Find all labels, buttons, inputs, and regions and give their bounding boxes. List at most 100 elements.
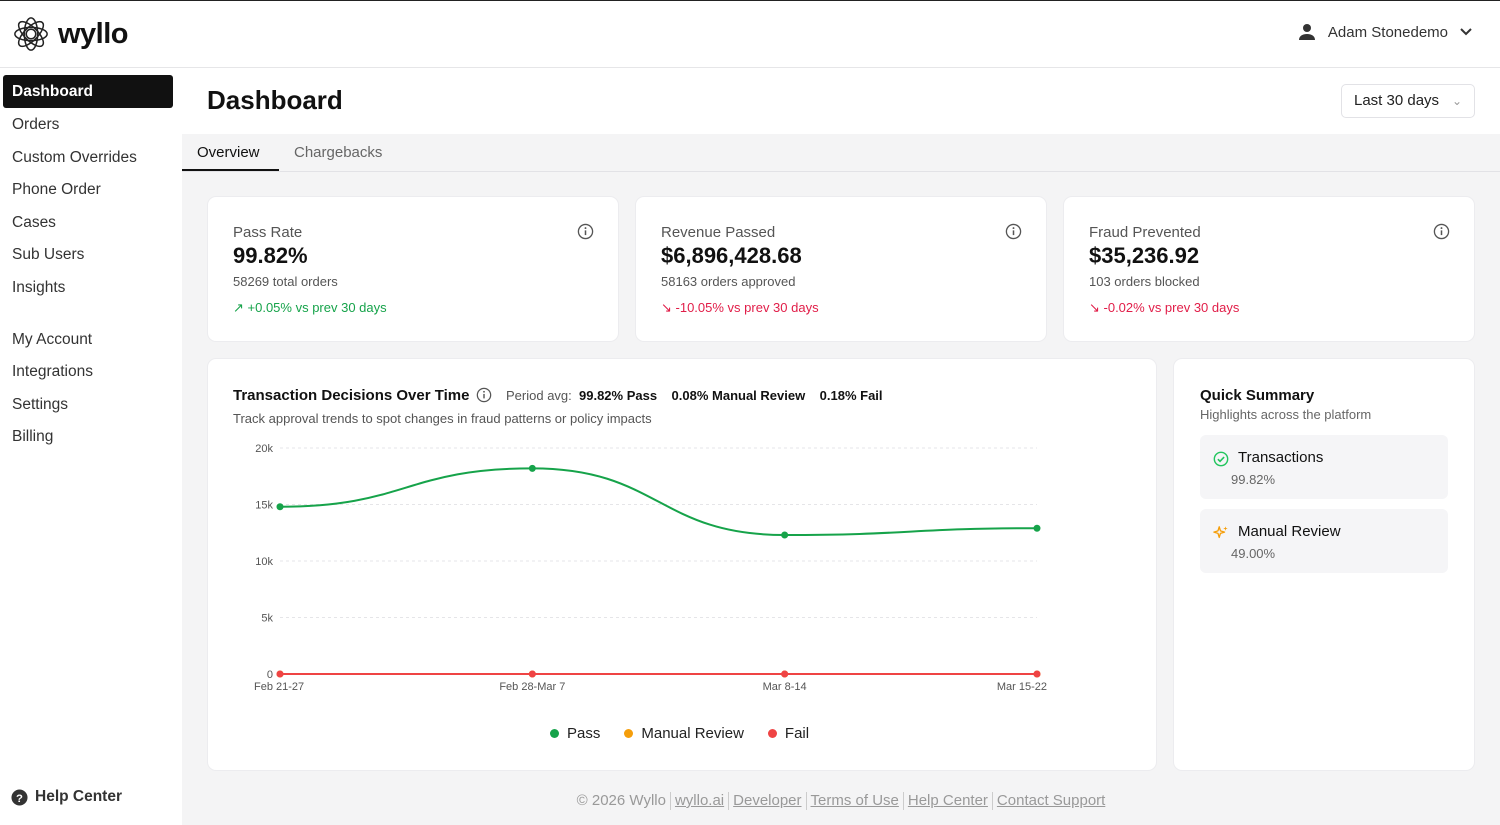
summary-item-value: 99.82% xyxy=(1231,472,1276,487)
legend-dot xyxy=(624,729,634,738)
x-tick-label: Mar 15-22 xyxy=(997,681,1047,693)
footer-divider xyxy=(728,792,730,811)
quick-summary-card: Quick Summary Highlights across the plat… xyxy=(1173,358,1475,771)
sidebar-item-my-account[interactable]: My Account xyxy=(12,331,93,348)
data-point xyxy=(528,670,536,678)
legend-label: Manual Review xyxy=(641,725,744,742)
tab-bar: Overview Chargebacks xyxy=(182,134,1500,172)
kpi-trend: ↗ +0.05% vs prev 30 days xyxy=(233,300,387,316)
data-point xyxy=(276,503,284,511)
kpi-value: $6,896,428.68 xyxy=(661,243,802,268)
trend-up-icon: ↗ xyxy=(233,300,248,315)
footer-link-developer[interactable]: Developer xyxy=(733,792,802,809)
kpi-card-revenue-passed: Revenue Passed $6,896,428.68 58163 order… xyxy=(635,196,1047,342)
footer-divider xyxy=(669,792,671,811)
footer-divider xyxy=(902,792,904,811)
tab-active-indicator xyxy=(182,169,279,171)
x-tick-label: Mar 8-14 xyxy=(763,681,807,693)
kpi-subtext: 58163 orders approved xyxy=(661,274,796,289)
page-title: Dashboard xyxy=(207,85,343,115)
chevron-down-icon: ⌄ xyxy=(1451,94,1462,108)
y-tick-label: 15k xyxy=(255,500,273,512)
kpi-label: Fraud Prevented xyxy=(1089,224,1201,241)
footer-link-terms[interactable]: Terms of Use xyxy=(810,792,899,809)
summary-item-manual-review[interactable]: Manual Review 49.00% xyxy=(1200,509,1448,573)
info-icon[interactable] xyxy=(476,387,492,403)
footer-copyright: © 2026 Wyllo xyxy=(576,792,666,809)
data-point xyxy=(781,531,789,539)
data-point xyxy=(1033,670,1041,678)
user-menu[interactable]: Adam Stonedemo xyxy=(1298,23,1472,41)
kpi-trend-text: -0.02% vs prev 30 days xyxy=(1103,300,1240,315)
sidebar-item-phone-order[interactable]: Phone Order xyxy=(12,181,101,198)
summary-item-transactions[interactable]: Transactions 99.82% xyxy=(1200,435,1448,499)
legend-item-fail[interactable]: Fail xyxy=(767,725,810,742)
period-manual-review: 0.08% Manual Review xyxy=(671,388,806,403)
period-label: Period avg: xyxy=(506,388,572,403)
kpi-subtext: 58269 total orders xyxy=(233,274,338,289)
footer: © 2026 Wyllo wyllo.ai Developer Terms of Us… xyxy=(182,792,1500,811)
info-icon[interactable] xyxy=(577,223,594,240)
y-tick-label: 10k xyxy=(255,556,273,568)
brand-name: wyllo xyxy=(58,17,129,50)
kpi-value: $35,236.92 xyxy=(1089,243,1200,268)
legend-dot xyxy=(767,729,777,738)
chart-legend: Pass Manual Review Fail xyxy=(550,725,809,742)
data-point xyxy=(1033,524,1041,532)
sidebar-item-dashboard[interactable]: Dashboard xyxy=(3,75,173,108)
sidebar-item-insights[interactable]: Insights xyxy=(12,279,66,296)
footer-divider xyxy=(991,792,993,811)
legend-item-pass[interactable]: Pass xyxy=(550,725,600,742)
trend-down-icon: ↘ xyxy=(661,300,676,315)
legend-label: Pass xyxy=(567,725,601,742)
date-range-select[interactable]: Last 30 days ⌄ xyxy=(1341,84,1475,118)
sidebar-item-settings[interactable]: Settings xyxy=(12,396,69,413)
date-range-value: Last 30 days xyxy=(1354,92,1440,109)
x-tick-label: Feb 28-Mar 7 xyxy=(499,681,565,693)
sidebar-item-billing[interactable]: Billing xyxy=(12,428,54,445)
y-tick-label: 0 xyxy=(267,669,273,681)
kpi-label: Revenue Passed xyxy=(661,224,776,241)
footer-link-contact-support[interactable]: Contact Support xyxy=(996,792,1106,809)
user-icon xyxy=(1298,24,1315,40)
sidebar-item-orders[interactable]: Orders xyxy=(12,116,60,133)
trend-down-icon: ↘ xyxy=(1089,300,1104,315)
y-tick-label: 20k xyxy=(255,443,273,455)
kpi-trend: ↘ -10.05% vs prev 30 days xyxy=(661,300,819,316)
kpi-label: Pass Rate xyxy=(233,224,303,241)
main-content: Dashboard Last 30 days ⌄ Overview Charge… xyxy=(182,68,1500,825)
footer-link-wyllo[interactable]: wyllo.ai xyxy=(674,792,725,809)
sidebar-item-sub-users[interactable]: Sub Users xyxy=(12,246,85,263)
kpi-value: 99.82% xyxy=(233,243,308,268)
summary-item-value: 49.00% xyxy=(1231,546,1276,561)
chevron-down-icon xyxy=(1460,28,1472,36)
tab-chargebacks[interactable]: Chargebacks xyxy=(294,144,383,161)
sparkle-icon xyxy=(1213,526,1228,539)
page-header: Dashboard Last 30 days ⌄ xyxy=(182,68,1500,134)
legend-label: Fail xyxy=(784,725,810,742)
period-pass: 99.82% Pass xyxy=(579,388,658,403)
footer-divider xyxy=(805,792,807,811)
period-fail: 0.18% Fail xyxy=(819,388,883,403)
summary-item-label: Manual Review xyxy=(1238,523,1341,540)
sidebar-item-integrations[interactable]: Integrations xyxy=(12,363,93,380)
line-chart: 0 5k 10k 15k 20k Feb 21-27 Feb 28-Mar 7 Mar 8-1… xyxy=(254,443,1047,693)
sidebar: Dashboard Orders Custom Overrides Phone … xyxy=(0,68,182,825)
legend-dot xyxy=(550,729,559,738)
kpi-card-fraud-prevented: Fraud Prevented $35,236.92 103 orders bl… xyxy=(1063,196,1475,342)
sidebar-item-cases[interactable]: Cases xyxy=(12,214,56,231)
brand-logo[interactable]: wyllo xyxy=(12,15,129,53)
info-icon[interactable] xyxy=(1005,223,1022,240)
footer-link-help-center[interactable]: Help Center xyxy=(907,792,988,809)
x-tick-label: Feb 21-27 xyxy=(254,681,304,693)
kpi-trend-text: +0.05% vs prev 30 days xyxy=(247,300,387,315)
data-point xyxy=(276,670,284,678)
tab-overview[interactable]: Overview xyxy=(197,144,260,161)
help-center-link[interactable]: ? Help Center xyxy=(11,788,122,806)
y-tick-label: 5k xyxy=(261,613,273,625)
info-icon[interactable] xyxy=(1433,223,1450,240)
user-name: Adam Stonedemo xyxy=(1327,23,1448,41)
legend-item-manual-review[interactable]: Manual Review xyxy=(624,725,744,742)
sidebar-item-custom-overrides[interactable]: Custom Overrides xyxy=(12,149,137,166)
top-bar: wyllo Adam Stonedemo xyxy=(0,0,1500,68)
